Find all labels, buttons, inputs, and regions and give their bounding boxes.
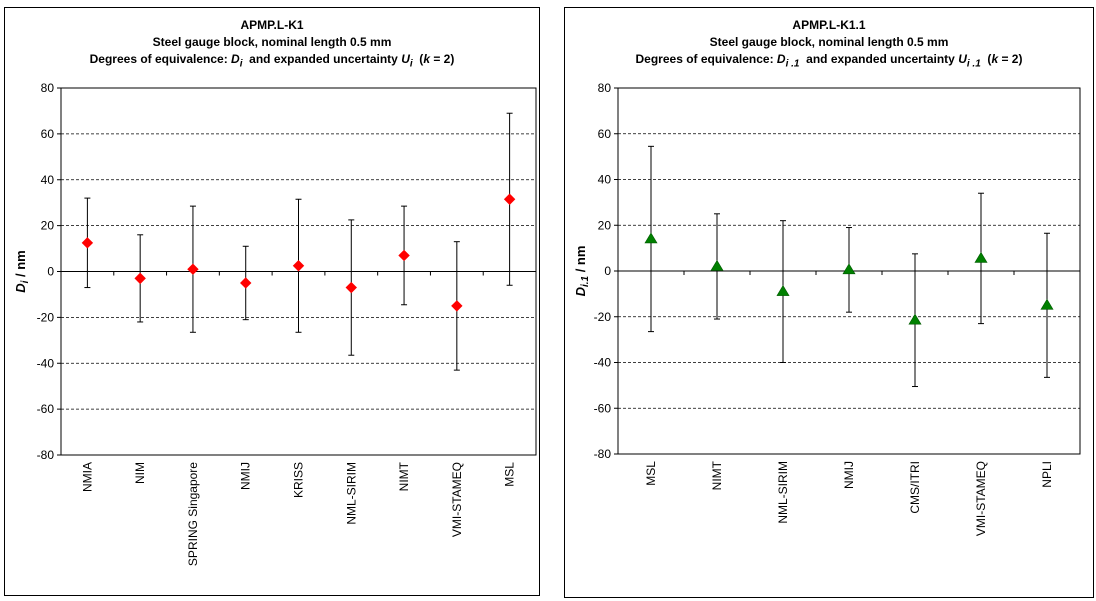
x-category-label: NPLI — [1040, 461, 1054, 488]
chart-subtitle-line2: Degrees of equivalence: Di .1 and expand… — [635, 52, 1023, 70]
x-category-label: NIM — [133, 462, 147, 484]
data-point-diamond — [134, 272, 146, 285]
y-tick-label: -80 — [37, 448, 55, 462]
data-point-triangle — [1040, 298, 1054, 310]
chart-subtitle-line2: Degrees of equivalence: Di and expanded … — [89, 52, 455, 70]
data-point-triangle — [842, 263, 856, 275]
chart-title-block: APMP.L-K1 Steel gauge block, nominal len… — [5, 17, 539, 72]
y-tick-label: -60 — [594, 401, 612, 415]
x-category-label: SPRING Singapore — [186, 462, 200, 566]
x-category-label: MSL — [503, 462, 517, 487]
data-point-triangle — [908, 313, 922, 325]
data-point-diamond — [292, 260, 305, 272]
y-tick-label: 0 — [604, 264, 611, 278]
chart-subtitle-line1: Steel gauge block, nominal length 0.5 mm — [709, 35, 949, 49]
chart-title: APMP.L-K1 — [240, 18, 304, 32]
y-tick-label: 40 — [598, 173, 612, 187]
x-category-label: NMIJ — [842, 461, 856, 489]
data-point-triangle — [644, 232, 658, 244]
y-tick-label: 20 — [41, 219, 55, 233]
x-category-label: NML-SIRIM — [776, 461, 790, 524]
x-category-label: NMIJ — [239, 462, 253, 490]
x-category-label: KRISS — [292, 462, 306, 498]
y-tick-label: -20 — [37, 310, 55, 324]
data-point-diamond — [187, 263, 199, 275]
y-tick-label: -60 — [37, 402, 55, 416]
x-category-label: CMS/ITRI — [908, 461, 922, 514]
y-tick-label: -20 — [594, 310, 612, 324]
chart-panel-right: APMP.L-K1.1 Steel gauge block, nominal l… — [564, 7, 1094, 598]
y-tick-label: 40 — [41, 173, 55, 187]
x-category-label: VMI-STAMEQ — [974, 461, 988, 536]
x-category-label: NIMT — [397, 461, 411, 491]
data-point-diamond — [345, 281, 357, 294]
data-point-diamond — [451, 300, 463, 312]
chart-panel-left: APMP.L-K1 Steel gauge block, nominal len… — [4, 7, 540, 596]
x-category-label: VMI-STAMEQ — [450, 462, 464, 537]
x-category-label: MSL — [644, 461, 658, 486]
data-point-diamond — [398, 249, 410, 262]
x-category-label: NIMT — [710, 460, 724, 490]
chart-title-block: APMP.L-K1.1 Steel gauge block, nominal l… — [565, 17, 1093, 72]
data-point-triangle — [776, 285, 790, 296]
y-tick-label: 0 — [47, 265, 54, 279]
chart-plot-right: 80 60 40 20 0 -20 -40 -60 -80 MSL NIMT NML-SIRIM NMI… — [573, 81, 1081, 536]
y-tick-label: 20 — [598, 218, 612, 232]
chart-plot-left: 80 60 40 20 0 -20 -40 -60 -80 NMIA NIM SPRING Singa… — [13, 81, 537, 566]
data-point-triangle — [974, 251, 988, 263]
y-tick-label: 80 — [41, 81, 55, 95]
y-axis-label: Di / nm — [13, 250, 31, 293]
y-tick-label: -80 — [594, 447, 612, 461]
y-axis-label: Di.1 / nm — [573, 246, 591, 297]
y-tick-label: 80 — [598, 81, 612, 95]
data-point-diamond — [503, 193, 516, 205]
y-tick-label: 60 — [598, 127, 612, 141]
data-point-triangle — [710, 259, 724, 271]
y-tick-label: 60 — [41, 127, 55, 141]
chart-subtitle-line1: Steel gauge block, nominal length 0.5 mm — [152, 35, 392, 49]
data-point-diamond — [81, 237, 94, 249]
x-category-label: NML-SIRIM — [344, 462, 358, 525]
data-point-diamond — [240, 277, 252, 289]
x-category-label: NMIA — [80, 462, 94, 492]
y-tick-label: -40 — [594, 356, 612, 370]
chart-title: APMP.L-K1.1 — [792, 18, 866, 32]
y-tick-label: -40 — [37, 356, 55, 370]
